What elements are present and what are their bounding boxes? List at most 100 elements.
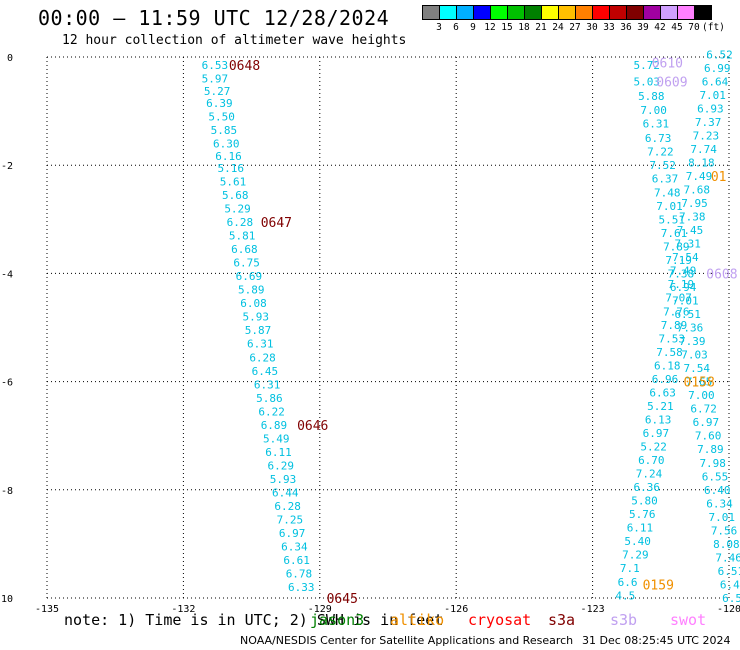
wave-height-label: 7.01 (709, 511, 736, 524)
wave-height-label: 7.45 (677, 224, 704, 237)
wave-height-label: 5.40 (624, 535, 651, 548)
wave-height-label: 7.39 (679, 335, 706, 348)
legend-label: 18 (518, 22, 530, 33)
legend-label: 15 (501, 22, 513, 33)
wave-height-label: 7.89 (661, 319, 688, 332)
wave-height-label: 6.30 (213, 138, 240, 151)
wave-height-label: 6.51 (718, 565, 740, 578)
satellite-s3a: s3a (548, 611, 576, 629)
color-legend: 3 6 9 12 15 18 21 24 27 30 33 36 39 42 45 70 (ft) (422, 5, 740, 33)
wave-height-label: 5.89 (238, 284, 265, 297)
wave-height-label: 7.61 (661, 227, 688, 240)
legend-label: 3 (436, 22, 442, 33)
map-title: 00:00 — 11:59 UTC 12/28/2024 (38, 6, 390, 30)
lat-tick-label: -2 (1, 161, 13, 172)
wave-height-label: 6.96 (652, 373, 679, 386)
wave-height-label: 6.31 (254, 378, 281, 391)
wave-height-label: 5.22 (640, 441, 667, 454)
timestamp-text: 31 Dec 08:25:45 UTC 2024 (582, 634, 731, 647)
legend-label: 9 (470, 22, 476, 33)
wave-height-label: 4.5 (615, 589, 635, 602)
wave-height-label: 7.00 (640, 104, 667, 117)
wave-height-label: 5.93 (270, 473, 297, 486)
wave-height-label: 6.48 (720, 578, 740, 591)
pass-time-label: 0159 (643, 578, 674, 593)
wave-height-label: 6.68 (231, 243, 258, 256)
wave-height-label: 7.24 (636, 468, 663, 481)
wave-height-label: 5.76 (629, 508, 656, 521)
wave-height-label: 6.34 (281, 541, 308, 554)
wave-height-label: 6.89 (261, 419, 288, 432)
wave-height-label: 7.01 (656, 200, 683, 213)
wave-height-label: 7.60 (695, 430, 722, 443)
pass-time-label: 0608 (706, 267, 737, 282)
wave-height-label: 7.00 (688, 389, 715, 402)
wave-height-label: 7.76 (663, 305, 690, 318)
wave-height-label: 6.63 (649, 386, 676, 399)
wave-height-label: 6.37 (652, 173, 679, 186)
wave-height-label: 7.65 (686, 376, 713, 389)
wave-height-label: 7.38 (679, 211, 706, 224)
wave-height-label: 5.49 (263, 432, 290, 445)
wave-height-label: 7.03 (681, 349, 708, 362)
wave-height-label: 6.33 (288, 581, 315, 594)
legend-labels: 3 6 9 12 15 18 21 24 27 30 33 36 39 42 45 70 (ft) (422, 20, 740, 33)
legend-label: 33 (603, 22, 615, 33)
lon-tick-label: -126 (444, 604, 468, 615)
legend-swatches (422, 5, 740, 20)
pass-time-label: 0610 (652, 56, 683, 71)
lon-tick-label: -120 (717, 604, 740, 615)
wave-height-label: 7.36 (677, 322, 704, 335)
footer-note: note: 1) Time is in UTC; 2) SWH is in fe… (64, 611, 444, 629)
legend-label: 27 (569, 22, 581, 33)
wave-height-label: 5.50 (208, 111, 235, 124)
wave-height-label: 5.51 (659, 213, 686, 226)
wave-height-label: 7.38 (668, 267, 695, 280)
wave-height-label: 5.81 (229, 230, 256, 243)
wave-height-label: 6.69 (236, 270, 262, 283)
lon-tick-label: -129 (308, 604, 332, 615)
wave-height-label: 6.31 (247, 338, 274, 351)
lon-tick-label: -135 (35, 604, 59, 615)
legend-label: 30 (586, 22, 598, 33)
wave-height-label: 7.1 (620, 562, 640, 575)
wave-height-label: 6.6 (618, 576, 638, 589)
wave-height-label: 6.40 (704, 484, 731, 497)
wave-height-label: 6.72 (690, 403, 717, 416)
wave-height-label: 7.29 (622, 549, 649, 562)
satellite-jason3: jason3 (310, 611, 365, 629)
wave-height-label: 6.08 (240, 297, 267, 310)
wave-height-label: 7.23 (693, 129, 720, 142)
wave-height-label: 5.86 (256, 392, 283, 405)
wave-height-label: 7.49 (686, 170, 713, 183)
wave-height-label: 6.22 (258, 405, 285, 418)
lat-tick-label: -4 (1, 269, 13, 280)
wave-height-label: 6.29 (268, 459, 295, 472)
wave-height-label: 7.22 (647, 146, 674, 159)
pass-time-label: 0646 (297, 419, 328, 434)
lon-tick-label: -123 (581, 604, 605, 615)
lat-tick-label: -8 (1, 486, 13, 497)
wave-height-label: 6.51 (674, 308, 701, 321)
wave-height-label: 5.85 (211, 124, 238, 137)
wave-height-label: 6.13 (645, 413, 672, 426)
wave-height-label: 7.89 (663, 240, 690, 253)
lat-tick-label: -10 (0, 594, 13, 605)
wave-height-label: 6.52 (706, 48, 733, 61)
wave-height-label: 6.36 (634, 481, 661, 494)
legend-label: 24 (552, 22, 564, 33)
wave-height-label: 7.25 (277, 514, 304, 527)
pass-time-label: 0158 (684, 376, 715, 391)
wave-height-label: 7.19 (665, 254, 692, 267)
wave-height-label: 6.61 (283, 554, 310, 567)
wave-height-label: 6.28 (249, 351, 276, 364)
lat-tick-label: -6 (1, 378, 13, 389)
wave-height-label: 7.07 (665, 292, 692, 305)
wave-height-label: 7.19 (668, 278, 695, 291)
legend-swatch (694, 5, 712, 20)
wave-height-label: 7.31 (674, 238, 701, 251)
pass-time-label: 0647 (261, 216, 292, 231)
wave-height-label: 6.70 (638, 454, 665, 467)
wave-height-label: 6.44 (272, 487, 299, 500)
